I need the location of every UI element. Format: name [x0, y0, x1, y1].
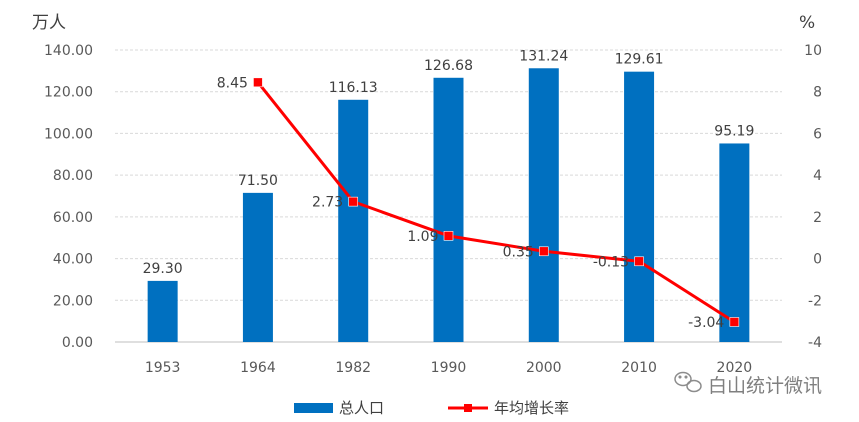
right-tick-label: 4 [813, 168, 822, 184]
right-tick-label: 6 [813, 126, 822, 142]
left-axis-unit: 万人 [32, 13, 66, 33]
wechat-icon [674, 371, 702, 393]
bar [147, 280, 178, 342]
bar-data-label: 126.68 [424, 58, 473, 74]
legend-line-marker [464, 404, 472, 412]
line-marker [634, 256, 644, 267]
line-data-label: 1.09 [407, 229, 438, 245]
bar-data-labels: 29.30 71.50 116.13 126.68 131.24 129.61 95.19 [143, 48, 755, 277]
right-axis-unit: % [799, 13, 815, 33]
left-tick-label: 60.00 [53, 210, 93, 226]
legend-bar-swatch [294, 403, 333, 413]
bar [242, 192, 273, 342]
bar [719, 143, 750, 342]
right-tick-label: 10 [804, 43, 822, 59]
line-marker [538, 246, 549, 257]
line-data-label: -3.04 [688, 315, 724, 331]
bar-data-label: 129.61 [615, 52, 664, 68]
right-axis-ticks: -4 -2 0 2 4 6 8 10 [804, 43, 822, 351]
legend: 总人口 年均增长率 [294, 399, 569, 417]
legend-line-label: 年均增长率 [494, 399, 569, 417]
x-tick-label: 2020 [717, 360, 753, 376]
line-marker [253, 77, 263, 88]
right-tick-label: -4 [808, 335, 822, 351]
left-axis-ticks: 0.00 20.00 40.00 60.00 80.00 100.00 120.00 140.… [44, 43, 93, 351]
line-data-label: 2.73 [312, 195, 343, 211]
bar-data-label: 116.13 [329, 80, 378, 96]
line-marker [443, 231, 454, 241]
bar [624, 71, 655, 343]
line-marker [348, 196, 359, 207]
bar [338, 99, 369, 342]
bar-data-label: 95.19 [714, 123, 754, 139]
line-marker [729, 317, 740, 327]
bar-data-label: 29.30 [143, 261, 183, 277]
bar-series [147, 68, 750, 343]
bar-data-label: 71.50 [238, 173, 278, 189]
left-tick-label: 120.00 [44, 85, 93, 101]
right-tick-label: -2 [808, 293, 822, 309]
right-tick-label: 0 [813, 252, 822, 268]
x-tick-label: 1953 [145, 360, 181, 376]
watermark-text: 白山统计微讯 [708, 375, 822, 397]
x-tick-label: 1964 [240, 360, 276, 376]
gridlines [115, 49, 782, 343]
x-axis-ticks: 1953 1964 1982 1990 2000 2010 2020 [145, 360, 752, 376]
right-tick-label: 8 [813, 85, 822, 101]
left-tick-label: 0.00 [62, 335, 93, 351]
bar [433, 77, 464, 343]
growth-rate-line [256, 81, 736, 324]
legend-bar-label: 总人口 [339, 399, 384, 417]
x-tick-label: 2010 [621, 360, 657, 376]
x-tick-label: 2000 [526, 360, 562, 376]
line-data-label: 0.35 [503, 244, 534, 260]
left-tick-label: 40.00 [53, 252, 93, 268]
x-tick-label: 1990 [431, 360, 467, 376]
left-tick-label: 80.00 [53, 168, 93, 184]
bar-data-label: 131.24 [519, 48, 568, 64]
right-tick-label: 2 [813, 210, 822, 226]
left-tick-label: 20.00 [53, 293, 93, 309]
line-data-label: 8.45 [217, 75, 248, 91]
left-tick-label: 100.00 [44, 126, 93, 142]
line-data-label: -0.13 [593, 254, 629, 270]
bar [528, 68, 559, 342]
x-tick-label: 1982 [335, 360, 371, 376]
watermark: 白山统计微讯 [674, 371, 822, 397]
line-data-labels: 8.45 2.73 1.09 0.35 -0.13 -3.04 [217, 75, 725, 331]
line-series [253, 77, 740, 327]
left-tick-label: 140.00 [44, 43, 93, 59]
